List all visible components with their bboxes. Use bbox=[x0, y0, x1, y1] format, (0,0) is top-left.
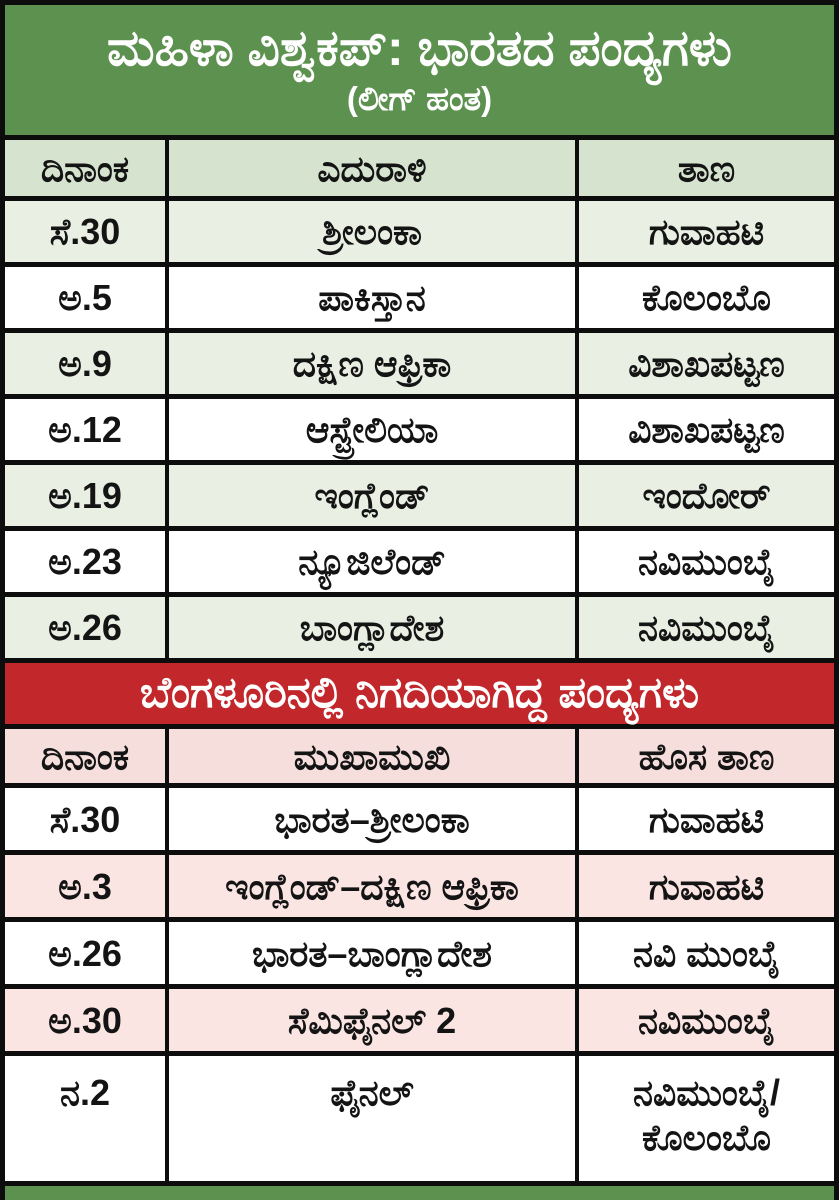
table-row: ಅ.3 ಇಂಗ್ಲೆಂಡ್–ದಕ್ಷಿಣ ಆಫ್ರಿಕಾ ಗುವಾಹಟಿ bbox=[5, 855, 834, 917]
league-row-date: ಅ.12 bbox=[5, 399, 165, 460]
league-row-date: ಅ.5 bbox=[5, 267, 165, 328]
table-row: ಅ.30 ಸೆಮಿಫೈನಲ್ 2 ನವಿಮುಂಬೈ bbox=[5, 989, 834, 1051]
bengaluru-banner: ಬೆಂಗಳೂರಿನಲ್ಲಿ ನಿಗದಿಯಾಗಿದ್ದ ಪಂದ್ಯಗಳು bbox=[5, 663, 834, 724]
bengaluru-row-venue: ಗುವಾಹಟಿ bbox=[579, 788, 834, 850]
bengaluru-row-date: ನ.2 bbox=[5, 1056, 165, 1181]
table-row: ಅ.26 ಭಾರತ–ಬಾಂಗ್ಲಾದೇಶ ನವಿ ಮುಂಬೈ bbox=[5, 922, 834, 984]
league-row-venue: ಕೊಲಂಬೊ bbox=[579, 267, 834, 328]
bengaluru-row-venue: ನವಿ ಮುಂಬೈ bbox=[579, 922, 834, 984]
league-row-opponent: ಇಂಗ್ಲೆಂಡ್ bbox=[169, 465, 575, 526]
league-row-venue: ನವಿಮುಂಬೈ bbox=[579, 597, 834, 658]
bengaluru-row-venue: ನವಿಮುಂಬೈ bbox=[579, 989, 834, 1051]
bengaluru-col-match: ಮುಖಾಮುಖಿ bbox=[169, 729, 575, 783]
league-row-date: ಅ.19 bbox=[5, 465, 165, 526]
page-subtitle: (ಲೀಗ್ ಹಂತ) bbox=[346, 80, 493, 117]
page-title: ಮಹಿಳಾ ವಿಶ್ವಕಪ್: ಭಾರತದ ಪಂದ್ಯಗಳು bbox=[107, 20, 732, 76]
league-col-opponent: ಎದುರಾಳಿ bbox=[169, 140, 575, 196]
table-row: ಅ.19 ಇಂಗ್ಲೆಂಡ್ ಇಂದೋರ್ bbox=[5, 465, 834, 526]
table-row: ಅ.9 ದಕ್ಷಿಣ ಆಫ್ರಿಕಾ ವಿಶಾಖಪಟ್ಟಣ bbox=[5, 333, 834, 394]
league-row-venue: ಗುವಾಹಟಿ bbox=[579, 201, 834, 262]
table-row: ಸೆ.30 ಶ್ರೀಲಂಕಾ ಗುವಾಹಟಿ bbox=[5, 201, 834, 262]
league-row-date: ಅ.23 bbox=[5, 531, 165, 592]
table-row: ಅ.26 ಬಾಂಗ್ಲಾದೇಶ ನವಿಮುಂಬೈ bbox=[5, 597, 834, 658]
league-col-date: ದಿನಾಂಕ bbox=[5, 140, 165, 196]
bengaluru-row-match: ಭಾರತ–ಬಾಂಗ್ಲಾದೇಶ bbox=[169, 922, 575, 984]
bengaluru-row-date: ಸೆ.30 bbox=[5, 788, 165, 850]
league-row-venue: ಇಂದೋರ್ bbox=[579, 465, 834, 526]
bengaluru-col-date: ದಿನಾಂಕ bbox=[5, 729, 165, 783]
league-table-header: ದಿನಾಂಕ ಎದುರಾಳಿ ತಾಣ bbox=[5, 140, 834, 196]
bengaluru-row-date: ಅ.26 bbox=[5, 922, 165, 984]
bengaluru-row-match: ಇಂಗ್ಲೆಂಡ್–ದಕ್ಷಿಣ ಆಫ್ರಿಕಾ bbox=[169, 855, 575, 917]
league-row-date: ಸೆ.30 bbox=[5, 201, 165, 262]
bengaluru-row-venue: ಗುವಾಹಟಿ bbox=[579, 855, 834, 917]
bottom-green-bar bbox=[5, 1186, 834, 1200]
bengaluru-table-header: ದಿನಾಂಕ ಮುಖಾಮುಖಿ ಹೊಸ ತಾಣ bbox=[5, 729, 834, 783]
league-row-opponent: ಆಸ್ಟ್ರೇಲಿಯಾ bbox=[169, 399, 575, 460]
league-row-opponent: ಪಾಕಿಸ್ತಾನ bbox=[169, 267, 575, 328]
league-row-venue: ವಿಶಾಖಪಟ್ಟಣ bbox=[579, 399, 834, 460]
league-row-venue: ನವಿಮುಂಬೈ bbox=[579, 531, 834, 592]
bengaluru-row-match: ಸೆಮಿಫೈನಲ್ 2 bbox=[169, 989, 575, 1051]
table-row: ಸೆ.30 ಭಾರತ–ಶ್ರೀಲಂಕಾ ಗುವಾಹಟಿ bbox=[5, 788, 834, 850]
table-row: ಅ.23 ನ್ಯೂಜಿಲೆಂಡ್ ನವಿಮುಂಬೈ bbox=[5, 531, 834, 592]
league-row-opponent: ದಕ್ಷಿಣ ಆಫ್ರಿಕಾ bbox=[169, 333, 575, 394]
league-row-opponent: ಬಾಂಗ್ಲಾದೇಶ bbox=[169, 597, 575, 658]
bengaluru-row-date: ಅ.30 bbox=[5, 989, 165, 1051]
bengaluru-row-match: ಭಾರತ–ಶ್ರೀಲಂಕಾ bbox=[169, 788, 575, 850]
league-row-opponent: ನ್ಯೂಜಿಲೆಂಡ್ bbox=[169, 531, 575, 592]
table-row: ಅ.5 ಪಾಕಿಸ್ತಾನ ಕೊಲಂಬೊ bbox=[5, 267, 834, 328]
bengaluru-row-date: ಅ.3 bbox=[5, 855, 165, 917]
league-row-opponent: ಶ್ರೀಲಂಕಾ bbox=[169, 201, 575, 262]
league-row-date: ಅ.9 bbox=[5, 333, 165, 394]
table-row: ಅ.12 ಆಸ್ಟ್ರೇಲಿಯಾ ವಿಶಾಖಪಟ್ಟಣ bbox=[5, 399, 834, 460]
masthead: ಮಹಿಳಾ ವಿಶ್ವಕಪ್: ಭಾರತದ ಪಂದ್ಯಗಳು (ಲೀಗ್ ಹಂತ… bbox=[5, 5, 834, 135]
table-row-final: ನ.2 ಫೈನಲ್ ನವಿಮುಂಬೈ/ ಕೊಲಂಬೊ bbox=[5, 1056, 834, 1181]
league-row-venue: ವಿಶಾಖಪಟ್ಟಣ bbox=[579, 333, 834, 394]
league-row-date: ಅ.26 bbox=[5, 597, 165, 658]
bengaluru-row-match: ಫೈನಲ್ bbox=[169, 1056, 575, 1181]
league-col-venue: ತಾಣ bbox=[579, 140, 834, 196]
bengaluru-col-venue: ಹೊಸ ತಾಣ bbox=[579, 729, 834, 783]
bengaluru-row-venue: ನವಿಮುಂಬೈ/ ಕೊಲಂಬೊ bbox=[579, 1056, 834, 1181]
